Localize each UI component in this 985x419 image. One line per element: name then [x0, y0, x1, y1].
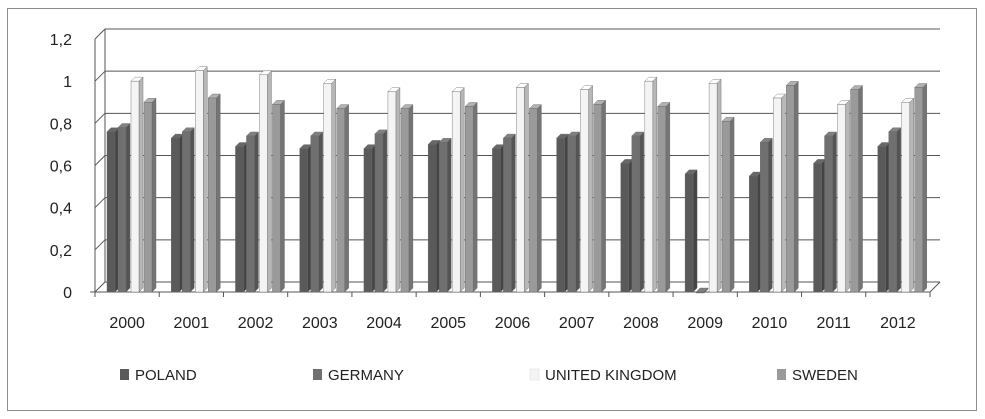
legend-swatch [313, 369, 322, 380]
x-tick-label: 2005 [430, 315, 466, 332]
x-axis-ticks: 2000 2001 2002 2003 2004 2005 2006 2007 2008 2009… [94, 292, 931, 332]
legend-item: POLAND [120, 367, 197, 384]
floor-edge-right [929, 281, 941, 293]
gridline-wall [94, 28, 106, 40]
bar [502, 133, 516, 293]
bar [721, 116, 735, 293]
bar [914, 83, 928, 293]
bar [323, 78, 337, 293]
bar [207, 93, 221, 293]
bar [684, 169, 698, 293]
bar [336, 104, 350, 293]
bar [400, 104, 414, 293]
bar [464, 101, 478, 293]
y-tick-label: 0,2 [50, 243, 72, 260]
bar [310, 131, 324, 293]
bar [759, 137, 773, 293]
legend-label: UNITED KINGDOM [545, 367, 677, 384]
bar [620, 158, 634, 293]
bar [143, 97, 157, 293]
bar [387, 87, 401, 293]
x-tick-label: 2000 [109, 315, 145, 332]
gridline-wall [94, 239, 106, 251]
bar [181, 127, 195, 293]
gridline-wall [94, 281, 106, 293]
bar [170, 133, 184, 293]
bar [813, 158, 827, 293]
y-tick-label: 1 [63, 74, 72, 91]
bar [299, 144, 313, 293]
x-tick-label: 2010 [752, 315, 788, 332]
bar [850, 85, 864, 293]
legend-item: SWEDEN [777, 367, 858, 384]
bar [824, 131, 838, 293]
gridline-wall [94, 197, 106, 209]
bar [593, 99, 607, 293]
bar [363, 144, 377, 293]
y-tick-label: 1,2 [50, 32, 72, 49]
bar [271, 99, 285, 293]
legend-swatch [120, 369, 129, 380]
legend-swatch [777, 369, 786, 380]
bar [748, 171, 762, 293]
bar [772, 93, 786, 293]
bar [374, 129, 388, 293]
legend-swatch [529, 368, 540, 381]
x-tick-label: 2003 [302, 315, 338, 332]
x-tick-label: 2002 [238, 315, 274, 332]
bar [877, 142, 891, 293]
bar [556, 133, 570, 293]
bar [258, 70, 272, 293]
legend-label: SWEDEN [792, 367, 858, 384]
x-tick-label: 2007 [559, 315, 595, 332]
legend-item: GERMANY [313, 367, 404, 384]
bar [785, 80, 799, 293]
gridline-wall [94, 70, 106, 82]
x-tick-label: 2004 [366, 315, 402, 332]
y-tick-label: 0,6 [50, 159, 72, 176]
bar [451, 87, 465, 293]
bar [888, 127, 902, 293]
bar [528, 104, 542, 293]
x-tick-label: 2006 [495, 315, 531, 332]
bar [491, 144, 505, 293]
bar [837, 99, 851, 293]
legend: POLAND GERMANY UNITED KINGDOM SWEDEN [120, 367, 858, 384]
bar [427, 139, 441, 293]
bars [106, 66, 928, 294]
x-tick-label: 2001 [174, 315, 210, 332]
bar [657, 101, 671, 293]
bar [708, 78, 722, 293]
bar [130, 76, 144, 293]
gridline-wall [94, 155, 106, 166]
bar [438, 137, 452, 293]
bar [580, 85, 594, 293]
bar [695, 287, 709, 294]
x-tick-label: 2009 [687, 315, 723, 332]
bar [245, 131, 259, 293]
bar [234, 142, 248, 293]
gridline-wall [94, 112, 106, 124]
bar [567, 131, 581, 293]
legend-item: UNITED KINGDOM [529, 367, 677, 384]
bar [515, 83, 529, 293]
x-tick-label: 2008 [623, 315, 659, 332]
x-tick-label: 2012 [880, 315, 916, 332]
bar [106, 127, 120, 293]
y-tick-label: 0 [63, 285, 72, 302]
bar [117, 123, 131, 293]
y-tick-label: 0,8 [50, 116, 72, 133]
bar [901, 97, 915, 293]
y-tick-label: 0,4 [50, 201, 72, 218]
legend-label: GERMANY [328, 367, 404, 384]
legend-label: POLAND [135, 367, 197, 384]
bar [194, 66, 208, 293]
bar [631, 131, 645, 293]
x-tick-label: 2011 [816, 315, 851, 332]
y-axis-ticks: 0 0,2 0,4 0,6 0,8 1 1,2 [50, 32, 72, 302]
bar [644, 76, 658, 293]
